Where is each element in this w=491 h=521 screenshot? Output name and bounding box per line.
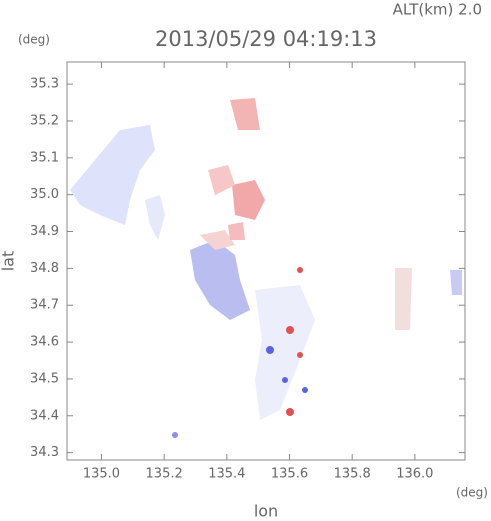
- echo: [297, 352, 303, 358]
- echo: [266, 346, 274, 354]
- echo: [302, 387, 308, 393]
- y-unit: (deg): [18, 33, 50, 47]
- x-tick-label: 135.6: [271, 467, 308, 482]
- x-tick-label: 136.0: [396, 467, 433, 482]
- echo: [172, 432, 178, 438]
- chart-title: 2013/05/29 04:19:13: [155, 27, 377, 51]
- x-unit: (deg): [456, 486, 488, 500]
- echo: [450, 270, 462, 295]
- echo: [282, 377, 288, 383]
- echo: [232, 180, 265, 220]
- echo: [230, 98, 260, 130]
- y-tick-label: 34.6: [30, 335, 59, 350]
- echo: [395, 268, 412, 330]
- x-tick-label: 135.0: [83, 467, 120, 482]
- y-tick-label: 34.5: [30, 371, 59, 386]
- annotation: ALT(km) 2.0: [393, 1, 482, 19]
- echo: [190, 240, 250, 320]
- y-tick-label: 35.3: [30, 77, 59, 92]
- radar-echoes: [70, 98, 462, 438]
- echo: [286, 326, 294, 334]
- echo: [145, 195, 165, 240]
- y-tick-label: 34.9: [30, 224, 59, 239]
- plot-frame: [66, 61, 466, 461]
- y-tick-label: 34.8: [30, 261, 59, 276]
- x-tick-label: 135.4: [208, 467, 245, 482]
- echo: [297, 267, 303, 273]
- y-tick-label: 34.7: [30, 298, 59, 313]
- y-axis-label: lat: [0, 251, 18, 272]
- y-tick-label: 35.1: [30, 150, 59, 165]
- echo: [286, 408, 294, 416]
- x-tick-label: 135.8: [334, 467, 371, 482]
- echo: [208, 165, 235, 195]
- echo: [70, 125, 155, 225]
- y-tick-label: 34.4: [30, 408, 59, 423]
- x-tick-label: 135.2: [146, 467, 183, 482]
- echo: [200, 230, 235, 250]
- y-tick-label: 34.3: [30, 445, 59, 460]
- y-tick-label: 35.0: [30, 187, 59, 202]
- y-tick-label: 35.2: [30, 113, 59, 128]
- echo: [228, 222, 245, 240]
- echo: [255, 285, 315, 420]
- x-axis-label: lon: [254, 502, 278, 521]
